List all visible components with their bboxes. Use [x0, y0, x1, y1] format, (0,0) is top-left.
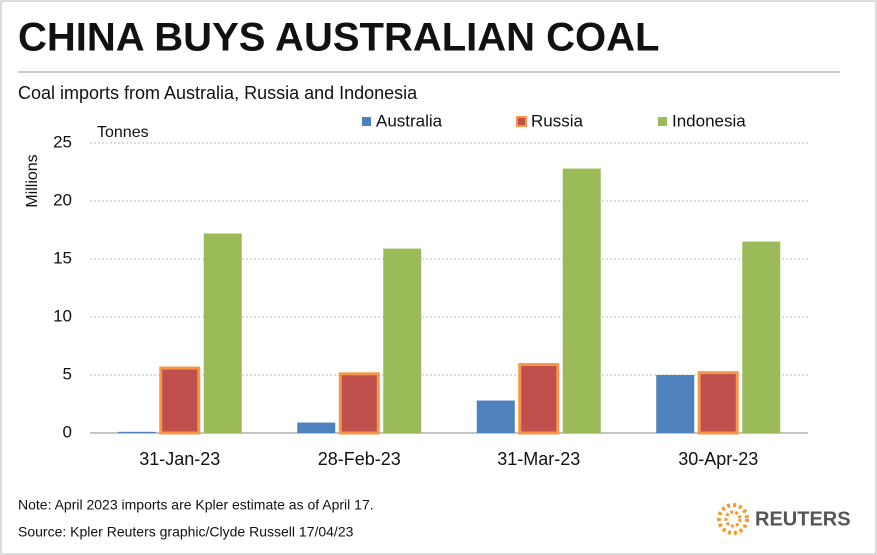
y-tick-label: 25 — [53, 132, 72, 151]
bar — [203, 233, 242, 433]
bar — [159, 366, 201, 435]
bar — [742, 241, 781, 433]
y-tick-label: 0 — [63, 422, 72, 441]
bar — [476, 400, 515, 433]
y-axis-label: Millions — [24, 154, 41, 207]
bar — [562, 168, 601, 433]
bar — [117, 431, 156, 433]
note: Note: April 2023 imports are Kpler estim… — [18, 497, 374, 513]
legend-swatch — [362, 117, 371, 126]
unit-label: Tonnes — [97, 124, 149, 141]
brand-logo — [717, 503, 749, 535]
legend-label: Australia — [376, 111, 443, 130]
x-tick-label: 30-Apr-23 — [678, 449, 758, 469]
y-tick-label: 15 — [53, 248, 72, 267]
y-tick-label: 20 — [53, 190, 72, 209]
x-tick-label: 28-Feb-23 — [318, 449, 401, 469]
legend-label: Russia — [531, 111, 584, 130]
x-tick-label: 31-Jan-23 — [139, 449, 220, 469]
bar — [697, 371, 739, 435]
bar — [518, 363, 560, 435]
legend-label: Indonesia — [672, 111, 746, 130]
y-tick-label: 5 — [63, 364, 72, 383]
chart-title: CHINA BUYS AUSTRALIAN COAL — [18, 16, 659, 60]
brand: REUTERS — [755, 508, 851, 530]
subtitle: Coal imports from Australia, Russia and … — [18, 83, 418, 103]
bar — [297, 422, 336, 433]
bar — [383, 248, 422, 433]
legend-swatch — [658, 117, 667, 126]
bar — [338, 372, 380, 435]
x-tick-label: 31-Mar-23 — [497, 449, 580, 469]
bar — [656, 375, 695, 433]
source: Source: Kpler Reuters graphic/Clyde Russ… — [18, 524, 354, 540]
legend-swatch — [516, 116, 527, 127]
y-tick-label: 10 — [53, 306, 72, 325]
